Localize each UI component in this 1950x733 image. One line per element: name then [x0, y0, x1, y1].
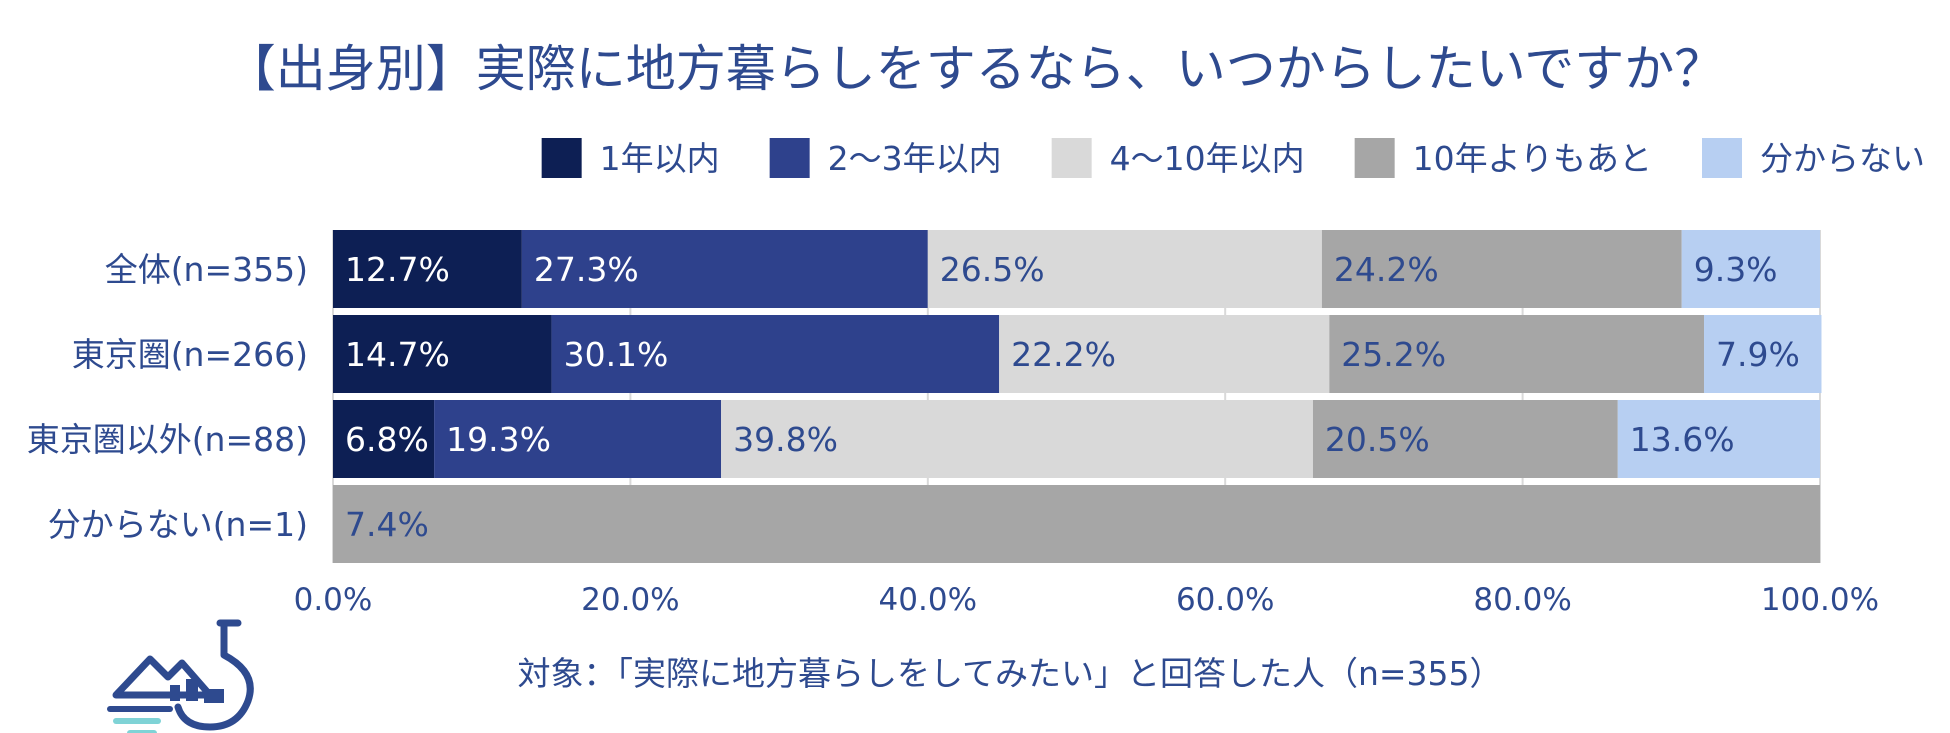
bar-segment [333, 230, 522, 308]
data-label: 6.8% [345, 420, 429, 459]
x-tick-label: 80.0% [1473, 582, 1571, 618]
data-label: 26.5% [940, 250, 1045, 289]
category-label: 分からない(n=1) [48, 505, 308, 544]
bar-segment [1312, 400, 1618, 478]
bar-segment [721, 400, 1313, 478]
data-label: 22.2% [1011, 335, 1116, 374]
bar-segment [333, 315, 552, 393]
bar-segment [1321, 230, 1682, 308]
bar-segment [551, 315, 1000, 393]
x-tick-label: 0.0% [294, 582, 373, 618]
data-label: 13.6% [1630, 420, 1735, 459]
data-label: 14.7% [345, 335, 450, 374]
x-axis-ticks: 0.0% 20.0% 40.0% 60.0% 80.0% 100.0% [294, 582, 1879, 618]
data-label: 7.9% [1716, 335, 1800, 374]
x-tick-label: 40.0% [879, 582, 977, 618]
bar-segment [1617, 400, 1820, 478]
data-label: 24.2% [1334, 250, 1439, 289]
data-label: 30.1% [564, 335, 669, 374]
legend-swatch [541, 138, 582, 178]
legend-swatch [1051, 138, 1092, 178]
x-tick-label: 60.0% [1176, 582, 1274, 618]
footnote: 対象：「実際に地方暮らしをしてみたい」と回答した人（n=355） [517, 654, 1502, 693]
x-tick-label: 20.0% [581, 582, 679, 618]
legend-swatch [1702, 138, 1742, 178]
bar-segment [333, 400, 435, 478]
legend-swatch [1354, 138, 1395, 178]
data-label: 27.3% [534, 250, 639, 289]
chart-title: 【出身別】実際に地方暮らしをするなら、いつからしたいですか？ [226, 40, 1725, 98]
bar-segment [999, 315, 1330, 393]
bars: 12.7% 27.3% 26.5% 24.2% 9.3% 14.7% 30.1% 22.2% 2… [333, 230, 1822, 563]
bar-segment [434, 400, 722, 478]
x-tick-label: 100.0% [1761, 582, 1879, 618]
legend-label: 10年よりもあと [1413, 139, 1652, 178]
bar-segment [1329, 315, 1705, 393]
legend-label: 4〜10年以内 [1110, 139, 1305, 178]
bar-segment [333, 485, 1820, 563]
category-label: 東京圏(n=266) [72, 335, 308, 374]
data-label: 25.2% [1341, 335, 1446, 374]
category-labels: 全体(n=355) 東京圏(n=266) 東京圏以外(n=88) 分からない(n=1) [27, 250, 308, 544]
data-label: 7.4% [345, 505, 429, 544]
data-label: 39.8% [733, 420, 838, 459]
bar-segment [927, 230, 1322, 308]
data-label: 20.5% [1325, 420, 1430, 459]
data-label: 12.7% [345, 250, 450, 289]
mountain-flask-icon [107, 619, 254, 733]
bar-segment [1681, 230, 1820, 308]
legend-swatch [769, 138, 810, 178]
legend: 1年以内 2〜3年以内 4〜10年以内 10年よりもあと 分からない [541, 138, 1925, 178]
bar-segment [1704, 315, 1822, 393]
data-label: 9.3% [1694, 250, 1778, 289]
category-label: 全体(n=355) [105, 250, 308, 289]
data-label: 19.3% [446, 420, 551, 459]
category-label: 東京圏以外(n=88) [27, 420, 308, 459]
legend-label: 2〜3年以内 [828, 139, 1002, 178]
legend-label: 1年以内 [600, 139, 720, 178]
bar-segment [521, 230, 928, 308]
legend-label: 分からない [1760, 139, 1925, 178]
